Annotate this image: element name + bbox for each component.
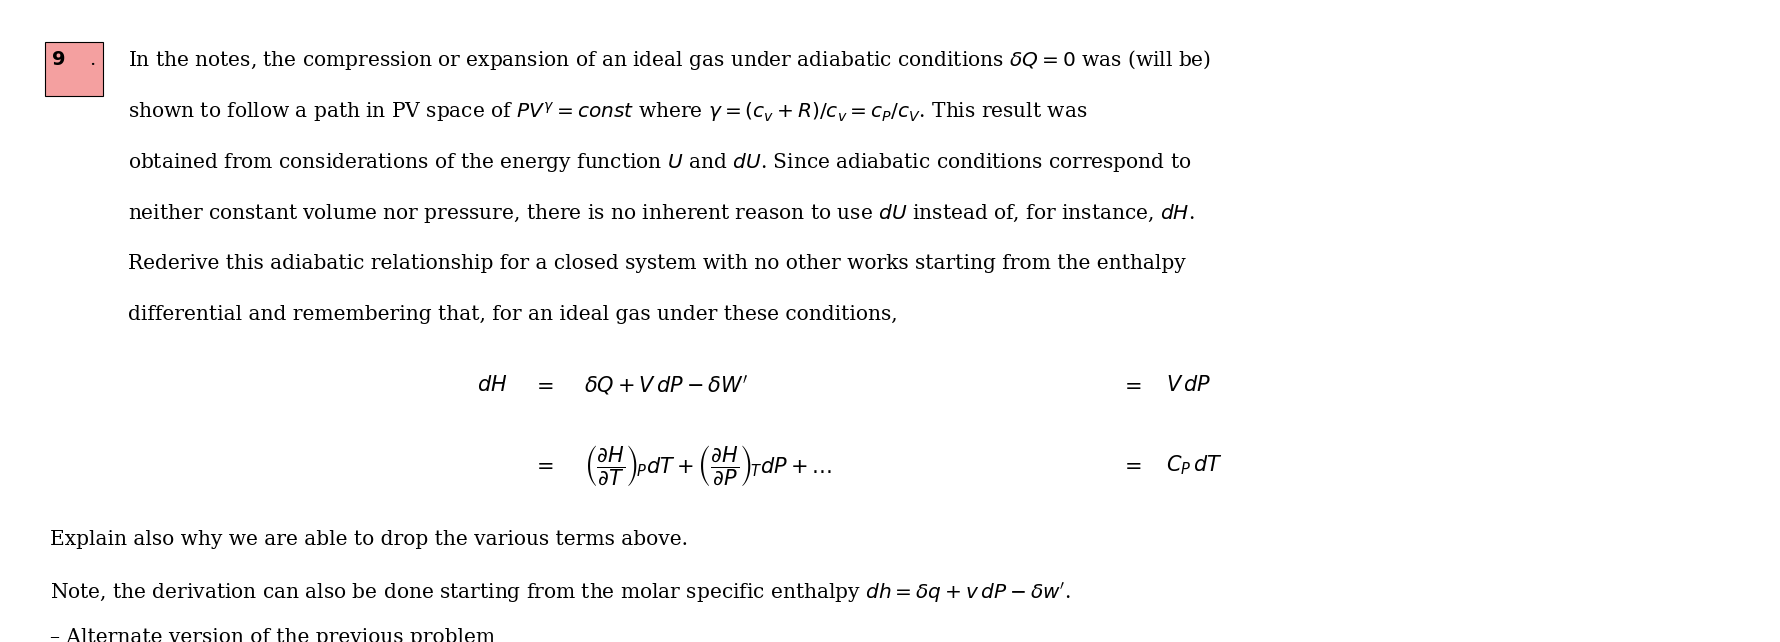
Text: neither constant volume nor pressure, there is no inherent reason to use $dU$ in: neither constant volume nor pressure, th… [128,202,1194,225]
Text: .: . [89,51,96,69]
Text: Note, the derivation can also be done starting from the molar specific enthalpy : Note, the derivation can also be done st… [50,581,1070,605]
Text: $C_P\,dT$: $C_P\,dT$ [1166,454,1223,477]
Text: $\mathbf{9}$: $\mathbf{9}$ [52,51,66,69]
Text: $\left(\dfrac{\partial H}{\partial T}\right)_{\!P} dT + \left(\dfrac{\partial H}: $\left(\dfrac{\partial H}{\partial T}\ri… [584,443,831,488]
Text: $=$: $=$ [532,376,554,395]
Text: $V\,dP$: $V\,dP$ [1166,375,1212,395]
FancyBboxPatch shape [44,42,103,96]
Text: In the notes, the compression or expansion of an ideal gas under adiabatic condi: In the notes, the compression or expansi… [128,48,1210,72]
Text: shown to follow a path in PV space of $PV^\gamma = \mathit{const}$ where $\gamma: shown to follow a path in PV space of $P… [128,100,1088,123]
Text: $=$: $=$ [1120,376,1141,395]
Text: Rederive this adiabatic relationship for a closed system with no other works sta: Rederive this adiabatic relationship for… [128,254,1185,273]
Text: $=$: $=$ [532,456,554,475]
Text: differential and remembering that, for an ideal gas under these conditions,: differential and remembering that, for a… [128,305,897,324]
Text: $=$: $=$ [1120,456,1141,475]
Text: Explain also why we are able to drop the various terms above.: Explain also why we are able to drop the… [50,530,687,549]
Text: – Alternate version of the previous problem: – Alternate version of the previous prob… [50,628,495,642]
Text: $dH$: $dH$ [477,375,507,395]
Text: obtained from considerations of the energy function $U$ and $dU$. Since adiabati: obtained from considerations of the ener… [128,151,1191,174]
Text: $\delta Q + V\,dP - \delta W'$: $\delta Q + V\,dP - \delta W'$ [584,373,749,397]
